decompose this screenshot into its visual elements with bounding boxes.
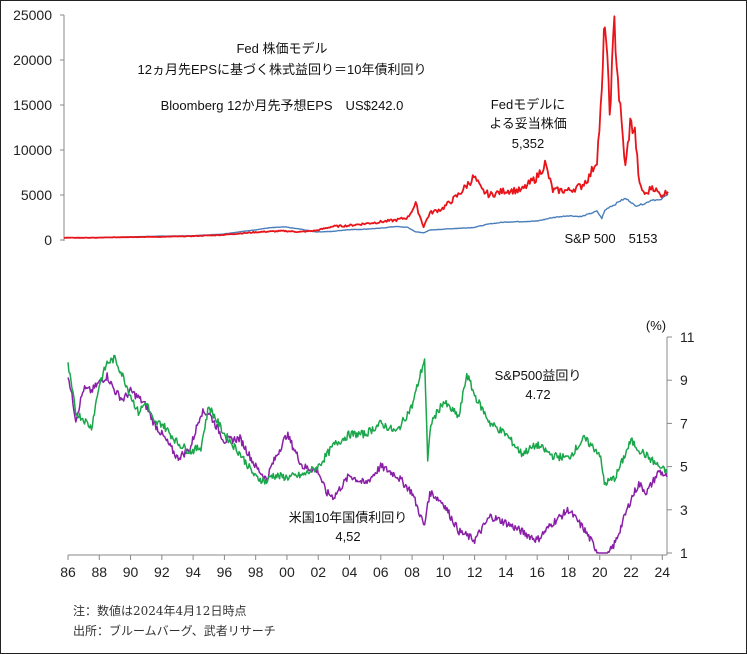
bottom-x-ticks: 86 88 90 92 94 96 98 00 02 04 06 08 10 12 14 16 18 20 22 24: [60, 555, 670, 580]
bottom-x-tick-label: 14: [498, 564, 514, 580]
top-y-tick-label: 25000: [13, 7, 52, 23]
top-y-tick-label: 10000: [13, 142, 52, 158]
fed-annotation-line-2: よる妥当株価: [489, 116, 567, 131]
fed-model-line: [63, 15, 669, 239]
bottom-x-tick-label: 00: [279, 564, 295, 580]
source-note: 出所：ブルームバーグ、武者リサーチ: [73, 624, 276, 638]
bottom-y-tick-label: 3: [680, 502, 688, 518]
bottom-y-tick-label: 7: [680, 415, 688, 431]
treasury-yield-line: [67, 372, 668, 554]
top-y-tick-label: 5000: [21, 187, 52, 203]
bottom-series: [67, 354, 668, 554]
bottom-x-tick-label: 24: [655, 564, 671, 580]
top-y-tick-label: 20000: [13, 52, 52, 68]
bottom-x-tick-label: 96: [217, 564, 233, 580]
bottom-axes: [68, 337, 668, 556]
top-title: Fed 株価モデル 12ヵ月先EPSに基づく株式益回り＝10年債利回り Bloo…: [138, 41, 427, 113]
bottom-x-tick-label: 92: [154, 564, 170, 580]
footnote: 注：数値は2024年4月12日時点: [73, 604, 247, 618]
ty-annotation-label: 米国10年国債利回り: [289, 510, 407, 525]
top-title-line-2: 12ヵ月先EPSに基づく株式益回り＝10年債利回り: [138, 62, 427, 77]
top-y-tick-label: 15000: [13, 97, 52, 113]
top-y-ticks: 0 5000 10000 15000 20000 25000: [13, 7, 64, 248]
bottom-x-tick-label: 94: [185, 564, 201, 580]
bottom-x-tick-label: 04: [342, 564, 358, 580]
top-title-line-3: Bloomberg 12か月先予想EPS US$242.0: [161, 98, 404, 113]
fed-model-annotation: Fedモデルに よる妥当株価 5,352: [489, 97, 567, 151]
bottom-y-unit-label: (%): [646, 318, 666, 333]
bottom-y-tick-label: 11: [680, 329, 695, 345]
top-y-tick-label: 0: [44, 232, 52, 248]
bottom-x-tick-label: 86: [60, 564, 76, 580]
bottom-y-tick-label: 5: [680, 459, 688, 475]
bottom-y-tick-label: 1: [680, 545, 688, 561]
bottom-x-tick-label: 88: [91, 564, 107, 580]
bottom-x-tick-label: 20: [592, 564, 608, 580]
bottom-x-tick-label: 98: [248, 564, 264, 580]
bottom-x-tick-label: 18: [561, 564, 577, 580]
earnings-yield-line: [67, 354, 668, 486]
bottom-x-tick-label: 02: [310, 564, 326, 580]
bottom-y-ticks: 1 3 5 7 9 11: [667, 329, 695, 561]
ey-annotation-value: 4.72: [525, 387, 550, 402]
ty-annotation-value: 4,52: [335, 529, 360, 544]
ey-annotation-label: S&P500益回り: [495, 368, 582, 383]
bottom-x-tick-label: 06: [373, 564, 389, 580]
sp500-annotation: S&P 500 5153: [565, 231, 658, 246]
treasury-annotation: 米国10年国債利回り 4,52: [289, 510, 407, 544]
bottom-y-tick-label: 9: [680, 372, 688, 388]
earnings-yield-annotation: S&P500益回り 4.72: [495, 368, 582, 402]
bottom-x-tick-label: 12: [467, 564, 483, 580]
top-series: [63, 15, 669, 239]
fed-annotation-line-1: Fedモデルに: [491, 97, 565, 112]
fed-annotation-value: 5,352: [512, 136, 545, 151]
bottom-x-tick-label: 90: [123, 564, 139, 580]
bottom-x-tick-label: 08: [404, 564, 420, 580]
top-title-line-1: Fed 株価モデル: [236, 41, 327, 56]
bottom-x-tick-label: 16: [529, 564, 545, 580]
bottom-x-tick-label: 22: [623, 564, 639, 580]
bottom-x-tick-label: 10: [436, 564, 452, 580]
